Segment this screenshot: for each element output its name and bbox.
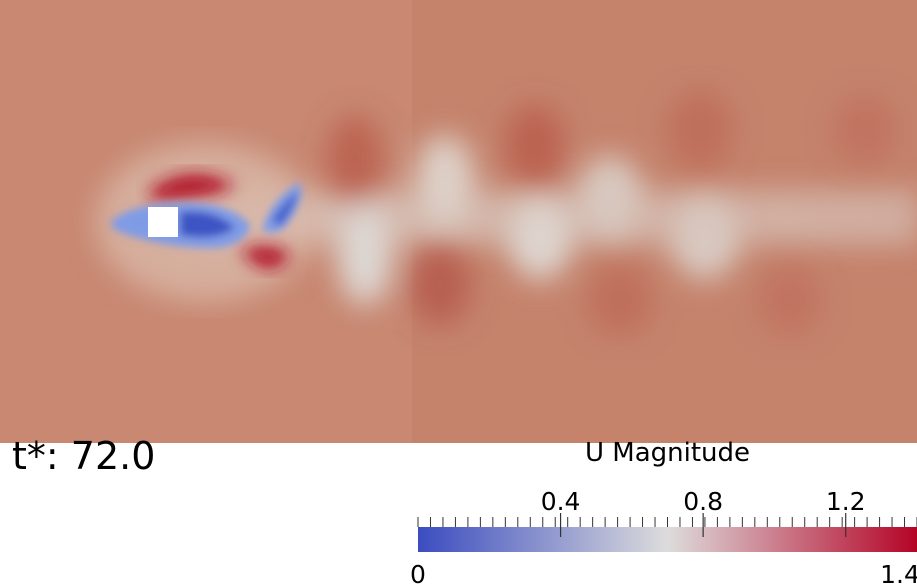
colorbar: 0.4 0.8 1.2 0 1.4	[410, 487, 917, 585]
colorbar-title: U Magnitude	[584, 438, 751, 468]
colorbar-tick-label: 1.2	[826, 487, 866, 516]
colorbar-tick-label: 0.8	[683, 487, 723, 516]
colorbar-gradient	[418, 527, 917, 552]
recirculation-zone	[110, 182, 302, 249]
acceleration-zones	[150, 173, 290, 269]
velocity-field-plot	[0, 0, 917, 443]
colorbar-max-label: 1.4	[880, 560, 917, 585]
vortex-street	[327, 90, 897, 335]
colorbar-ticks: 0.4 0.8 1.2	[417, 487, 917, 537]
colorbar-tick-label: 0.4	[541, 487, 581, 516]
time-label: t*: 72.0	[12, 434, 156, 478]
square-cylinder	[148, 207, 178, 237]
colorbar-min-label: 0	[410, 560, 426, 585]
